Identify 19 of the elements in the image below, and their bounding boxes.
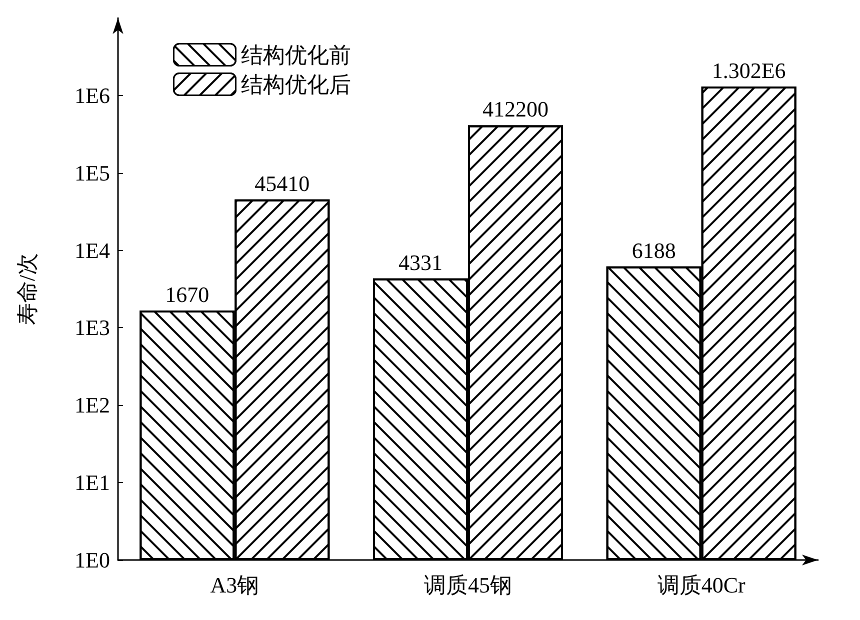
y-tick-label: 1E4 xyxy=(74,238,110,263)
data-label: 1.302E6 xyxy=(712,58,786,84)
legend-label: 结构优化前 xyxy=(240,42,351,68)
x-tick-label: 调质45钢 xyxy=(424,572,512,598)
y-tick-label: 1E0 xyxy=(74,548,110,572)
data-label: 45410 xyxy=(254,170,310,196)
data-label: 1670 xyxy=(165,282,210,307)
y-tick-label: 1E5 xyxy=(74,160,110,186)
y-tick-label: 1E3 xyxy=(74,315,110,340)
y-tick-label: 1E2 xyxy=(74,392,110,418)
legend-label: 结构优化后 xyxy=(240,72,351,97)
data-label: 6188 xyxy=(632,238,676,263)
y-tick-label: 1E6 xyxy=(74,82,110,108)
x-tick-label: 调质40Cr xyxy=(657,572,746,598)
y-axis-title: 寿命/次 xyxy=(14,252,40,326)
y-tick-label: 1E1 xyxy=(74,470,110,496)
data-label: 4331 xyxy=(398,250,442,275)
x-tick-label: A3钢 xyxy=(210,572,260,598)
data-label: 412200 xyxy=(482,96,548,122)
